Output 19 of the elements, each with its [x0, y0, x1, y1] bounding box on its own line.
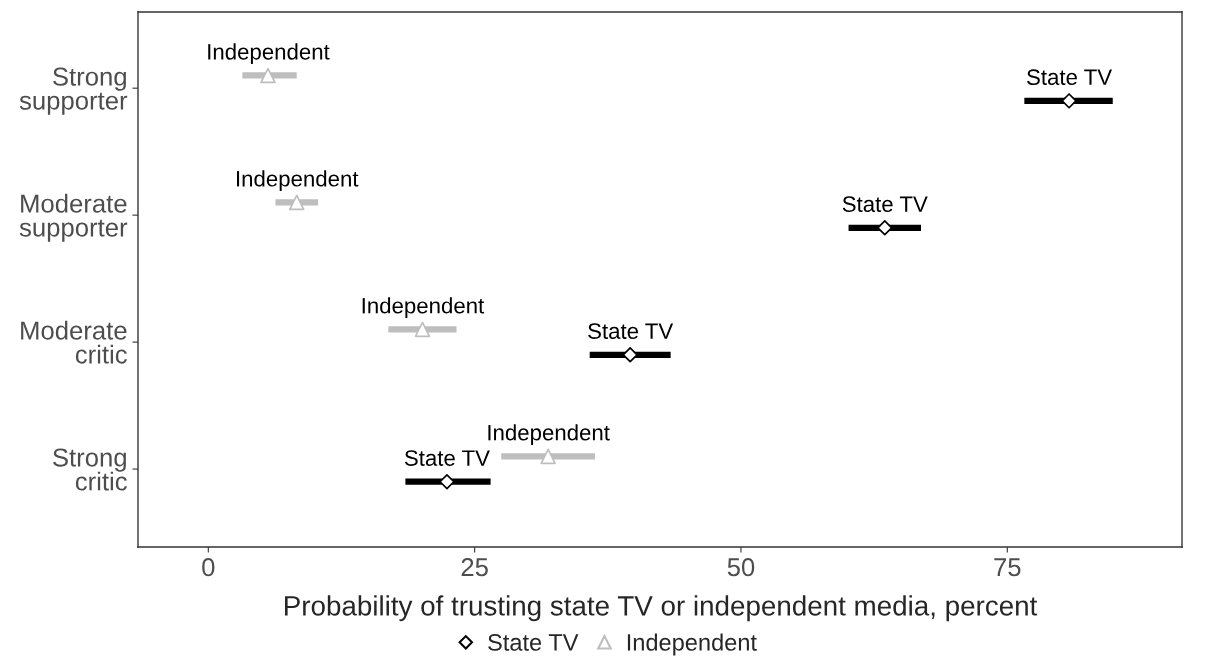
text: Independent [237, 170, 359, 192]
text: State TV [842, 196, 928, 213]
text: Independent [362, 297, 485, 318]
legend-label: State TV [488, 634, 579, 651]
x-tick-label: 0 [202, 558, 215, 577]
text: State TV [1027, 69, 1113, 86]
x-axis-title: Probability of trusting state TV or independent media, percent [285, 595, 1038, 622]
text: State TV [588, 323, 674, 339]
text: State TV [404, 450, 490, 466]
y-tick-label: Strong supporter [19, 67, 128, 115]
y-tick-label: Moderate supporter [19, 193, 128, 242]
y-tick-label: Strong critic [53, 448, 127, 491]
x-tick-label: 25 [461, 558, 488, 577]
x-tick-label: 50 [727, 558, 755, 577]
y-tick-label: Moderate critic [21, 320, 127, 364]
legend-label: Independent [627, 633, 757, 656]
text: Independent [208, 43, 330, 65]
text: Independent [488, 424, 610, 445]
x-tick-label: 75 [994, 558, 1021, 577]
